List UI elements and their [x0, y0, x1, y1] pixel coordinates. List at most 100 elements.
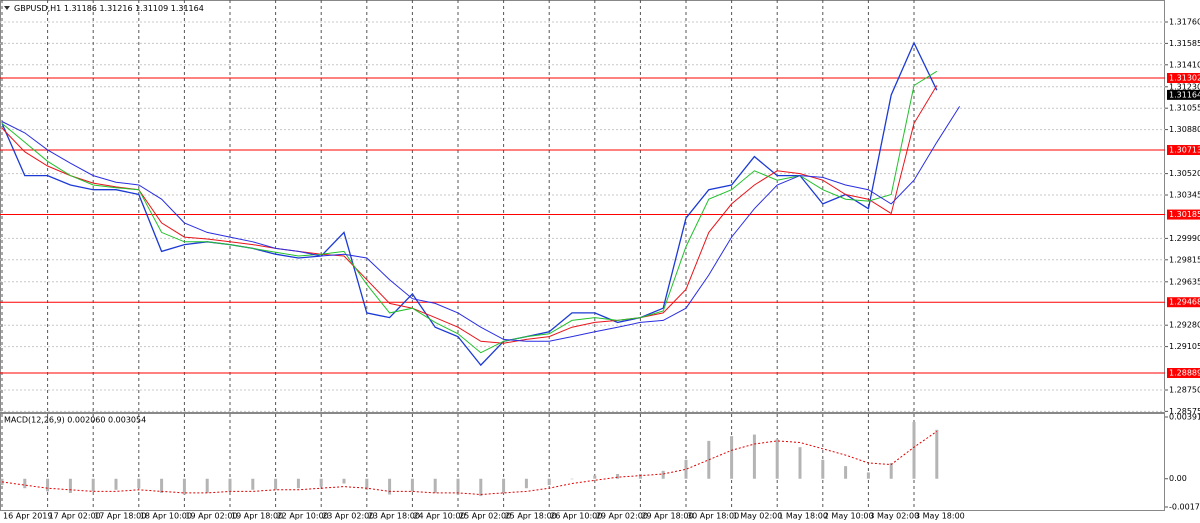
macd-bar [46, 478, 50, 492]
macd-bar [365, 478, 369, 490]
y-tick-label: 1.29635 [1169, 277, 1200, 286]
macd-bar [502, 478, 506, 493]
y-tick-label: 1.29105 [1169, 342, 1200, 351]
macd-bar [68, 478, 72, 493]
x-tick-label: 25 Apr 18:00 [505, 512, 557, 521]
macd-bar [91, 478, 95, 492]
macd-bar [707, 440, 711, 479]
macd-bar [570, 478, 574, 480]
macd-bar [433, 478, 437, 493]
x-tick-label: 2 May 10:00 [824, 512, 874, 521]
x-tick-label: 1 May 02:00 [733, 512, 783, 521]
macd-bar [137, 478, 141, 489]
macd-bar [616, 474, 620, 479]
macd-bar [638, 474, 642, 479]
y-tick-label: 1.30520 [1169, 169, 1200, 178]
collapse-icon [4, 6, 10, 10]
y-tick-label: 1.31055 [1169, 104, 1200, 113]
macd-bar [524, 478, 528, 489]
macd-bar [456, 478, 460, 495]
x-tick-label: 19 Apr 02:00 [185, 512, 237, 521]
macd-bar [866, 472, 870, 479]
x-tick-label: 29 Apr 18:00 [641, 512, 693, 521]
x-tick-label: 22 Apr 10:00 [277, 512, 329, 521]
macd-bar [182, 478, 186, 495]
macd-bar [547, 478, 551, 486]
macd-bar [752, 434, 756, 479]
x-tick-label: 23 Apr 02:00 [322, 512, 374, 521]
macd-bar [775, 439, 779, 479]
x-tick-label: 17 Apr 18:00 [94, 512, 146, 521]
level-label: 1.30185 [1169, 210, 1200, 219]
level-label: 1.31302 [1169, 73, 1200, 82]
macd-title: MACD(12,26,9) 0.002060 0.003054 [4, 416, 146, 425]
ohlc-value: 1.31216 [99, 4, 132, 13]
x-tick-label: 30 Apr 18:00 [687, 512, 739, 521]
x-tick-label: 16 Apr 2019 [3, 512, 52, 521]
y-tick-label: -0.001791 [1169, 503, 1200, 512]
y-tick-label: 1.30345 [1169, 190, 1200, 199]
macd-bar [479, 478, 483, 497]
level-label: 1.30713 [1169, 146, 1200, 155]
macd-bar [274, 478, 278, 490]
macd-bar [844, 466, 848, 479]
y-tick-label: 1.30880 [1169, 125, 1200, 134]
macd-bar [342, 478, 346, 484]
symbol: GBPUSD,H1 [14, 4, 61, 13]
moving-average [1, 85, 938, 344]
macd-bar [388, 478, 392, 495]
macd-signal [1, 430, 938, 496]
x-tick-label: 1 May 18:00 [778, 512, 828, 521]
main-pane [0, 0, 1165, 413]
x-tick-label: 24 Apr 10:00 [413, 512, 465, 521]
macd-bar [23, 478, 27, 489]
macd-bar [661, 470, 665, 479]
y-tick-label: 1.28575 [1169, 407, 1200, 416]
macd-bar [730, 436, 734, 479]
macd-bar [593, 475, 597, 479]
macd-bar [912, 421, 916, 479]
ohlc-value: 1.31164 [171, 4, 204, 13]
macd-bar [319, 478, 323, 487]
level-label: 1.29468 [1169, 298, 1200, 307]
level-tag [1167, 72, 1200, 83]
x-tick-label: 26 Apr 10:00 [550, 512, 602, 521]
x-tick-label: 25 Apr 02:00 [459, 512, 511, 521]
macd-bar [935, 429, 939, 479]
ohlc-value: 1.31186 [64, 4, 97, 13]
y-tick-label: 1.29815 [1169, 255, 1200, 264]
y-tick-label: 0.00 [1169, 474, 1187, 483]
level-label: 1.28889 [1169, 369, 1200, 378]
x-tick-label: 29 Apr 02:00 [596, 512, 648, 521]
level-tag [1167, 368, 1200, 379]
last-price-label: 1.31164 [1169, 90, 1200, 99]
ohlc-value: 1.31109 [135, 4, 168, 13]
last-price-tag [1167, 89, 1200, 100]
y-tick-label: 1.31410 [1169, 60, 1200, 69]
macd-bar [251, 478, 255, 490]
macd-pane [0, 413, 1165, 511]
macd-bar [114, 478, 118, 490]
y-tick-label: 1.29990 [1169, 234, 1200, 243]
level-tag [1167, 209, 1200, 220]
level-tag [1167, 145, 1200, 156]
macd-bar [821, 459, 825, 479]
macd-bar [160, 478, 164, 493]
chart-header: GBPUSD,H1 1.31186 1.31216 1.31109 1.3116… [14, 4, 204, 13]
x-tick-label: 3 May 02:00 [869, 512, 919, 521]
x-tick-label: 23 Apr 18:00 [368, 512, 420, 521]
y-tick-label: 1.28750 [1169, 385, 1200, 394]
x-tick-label: 17 Apr 02:00 [49, 512, 101, 521]
macd-bar [889, 462, 893, 479]
y-tick-label: 1.31585 [1169, 39, 1200, 48]
moving-average [1, 70, 938, 354]
y-tick-label: 1.29280 [1169, 321, 1200, 330]
y-tick-label: 0.003914 [1169, 413, 1200, 422]
x-tick-label: 19 Apr 18:00 [231, 512, 283, 521]
macd-bar [205, 478, 209, 493]
y-tick-label: 1.31760 [1169, 18, 1200, 27]
macd-bar [798, 447, 802, 479]
x-tick-label: 18 Apr 10:00 [140, 512, 192, 521]
x-tick-label: 3 May 18:00 [915, 512, 965, 521]
